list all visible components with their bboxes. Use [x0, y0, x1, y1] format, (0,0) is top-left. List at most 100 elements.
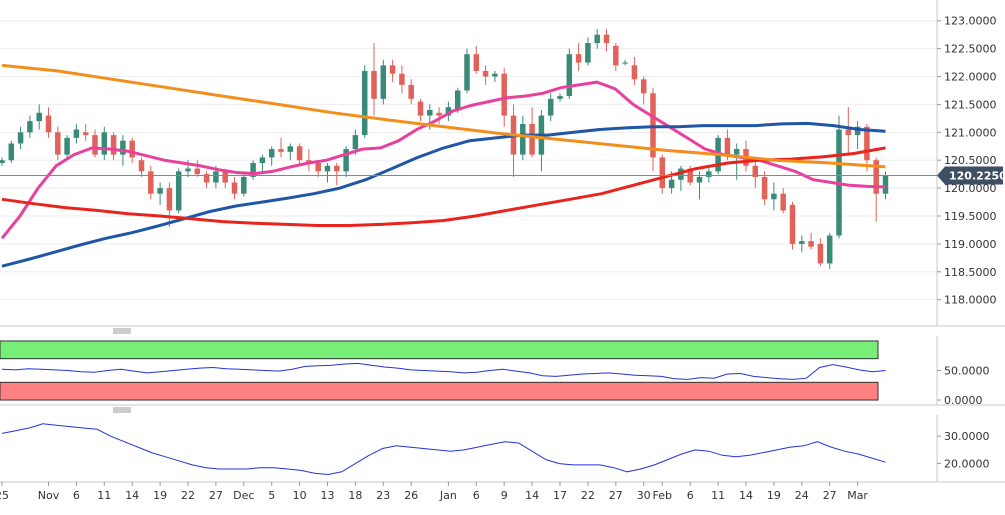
- candle: [789, 202, 796, 250]
- atr-line: [1, 423, 886, 476]
- price-tick-label: 121.5000: [944, 98, 997, 111]
- candle: [157, 182, 163, 205]
- candle-body: [408, 84, 414, 99]
- x-tick-label: 13: [321, 489, 335, 502]
- panel-resize-handle[interactable]: [113, 328, 131, 334]
- rsi-overbought-band: [0, 340, 879, 360]
- panel-resize-handle-2[interactable]: [113, 407, 131, 413]
- candle: [622, 59, 628, 66]
- candle: [399, 65, 405, 94]
- candle: [520, 115, 526, 161]
- rsi-tick-label: 50.0000: [944, 365, 990, 378]
- candle-body: [55, 132, 61, 155]
- candle: [845, 107, 852, 155]
- candle-body: [36, 112, 42, 122]
- candle: [250, 160, 256, 180]
- candle: [36, 104, 42, 130]
- candle-body: [482, 70, 489, 77]
- last-price-tag-shape: [937, 166, 1003, 185]
- candle-body: [520, 123, 526, 155]
- atr-panel: 30.0000 20.0000: [0, 415, 1005, 483]
- candle-body: [259, 157, 266, 163]
- candle: [799, 235, 805, 253]
- candle: [808, 232, 814, 250]
- candle-body: [771, 193, 777, 200]
- candle-body: [278, 149, 284, 152]
- atr-tick-label: 20.0000: [944, 458, 990, 471]
- candle: [64, 135, 70, 158]
- x-tick-label: 18: [348, 489, 362, 502]
- price-tick-label: 121.0000: [944, 126, 997, 139]
- x-tick-label: 6: [687, 489, 694, 502]
- x-tick-label: 11: [711, 489, 725, 502]
- candle-body: [547, 98, 554, 116]
- candle-body: [864, 126, 870, 161]
- candle-body: [873, 160, 879, 194]
- candle-body: [64, 137, 70, 155]
- x-tick-label: Jan: [439, 489, 457, 502]
- candle: [826, 232, 833, 269]
- candle: [566, 48, 573, 99]
- x-tick-label: 27: [209, 489, 223, 502]
- x-tick-label: 19: [153, 489, 167, 502]
- candle: [8, 140, 15, 163]
- candle: [203, 171, 210, 189]
- candle-body: [92, 135, 98, 155]
- candle-body: [399, 73, 405, 85]
- candle: [603, 29, 610, 52]
- candle: [82, 123, 89, 141]
- x-tick-label: 11: [97, 489, 111, 502]
- candle: [706, 165, 712, 183]
- x-tick-label: 22: [581, 489, 595, 502]
- candle-body: [324, 165, 331, 172]
- candle-body: [315, 163, 321, 172]
- candle: [324, 163, 331, 183]
- candle-body: [529, 123, 535, 155]
- candle-body: [101, 132, 108, 155]
- candle: [408, 79, 414, 105]
- candle-body: [473, 54, 480, 71]
- candle: [482, 65, 489, 85]
- candle: [752, 157, 759, 189]
- x-tick-label: 5: [268, 489, 275, 502]
- candle: [45, 107, 52, 138]
- candle: [166, 182, 173, 228]
- candle: [101, 126, 108, 161]
- candle: [640, 76, 647, 105]
- price-tick-label: 119.5000: [944, 210, 997, 223]
- candle: [110, 132, 117, 161]
- candle: [594, 29, 600, 49]
- candle: [631, 57, 638, 85]
- candle: [287, 143, 294, 161]
- candle-body: [789, 204, 796, 244]
- candle-body: [241, 176, 247, 194]
- candle-body: [231, 182, 238, 194]
- candle-body: [696, 176, 703, 183]
- candle-body: [594, 34, 600, 44]
- candle-body: [268, 149, 275, 158]
- candle-body: [45, 115, 52, 133]
- candle: [557, 93, 563, 102]
- candle-body: [631, 65, 638, 80]
- candle-body: [640, 79, 647, 94]
- candle-body: [752, 165, 759, 177]
- x-tick-label: 22: [181, 489, 195, 502]
- candle-body: [603, 34, 610, 44]
- candle: [138, 157, 145, 177]
- candle-body: [82, 132, 89, 136]
- candle-body: [166, 188, 173, 211]
- price-tick-label: 119.0000: [944, 238, 997, 251]
- price-panel: 123.0000 122.5000 122.0000 121.5000 121.0000…: [0, 0, 1005, 334]
- candle: [73, 123, 80, 144]
- price-tick-label: 123.0000: [944, 15, 997, 28]
- moving-average-lines: [0, 63, 886, 268]
- candle-body: [566, 54, 573, 97]
- candle-body: [761, 176, 768, 200]
- x-tick-label: 23: [376, 489, 390, 502]
- price-tick-label: 122.5000: [944, 43, 997, 56]
- candle: [836, 115, 842, 239]
- candle-body: [575, 54, 582, 63]
- x-tick-label: 24: [795, 489, 809, 502]
- candle-body: [296, 146, 303, 161]
- candle-body: [445, 107, 452, 116]
